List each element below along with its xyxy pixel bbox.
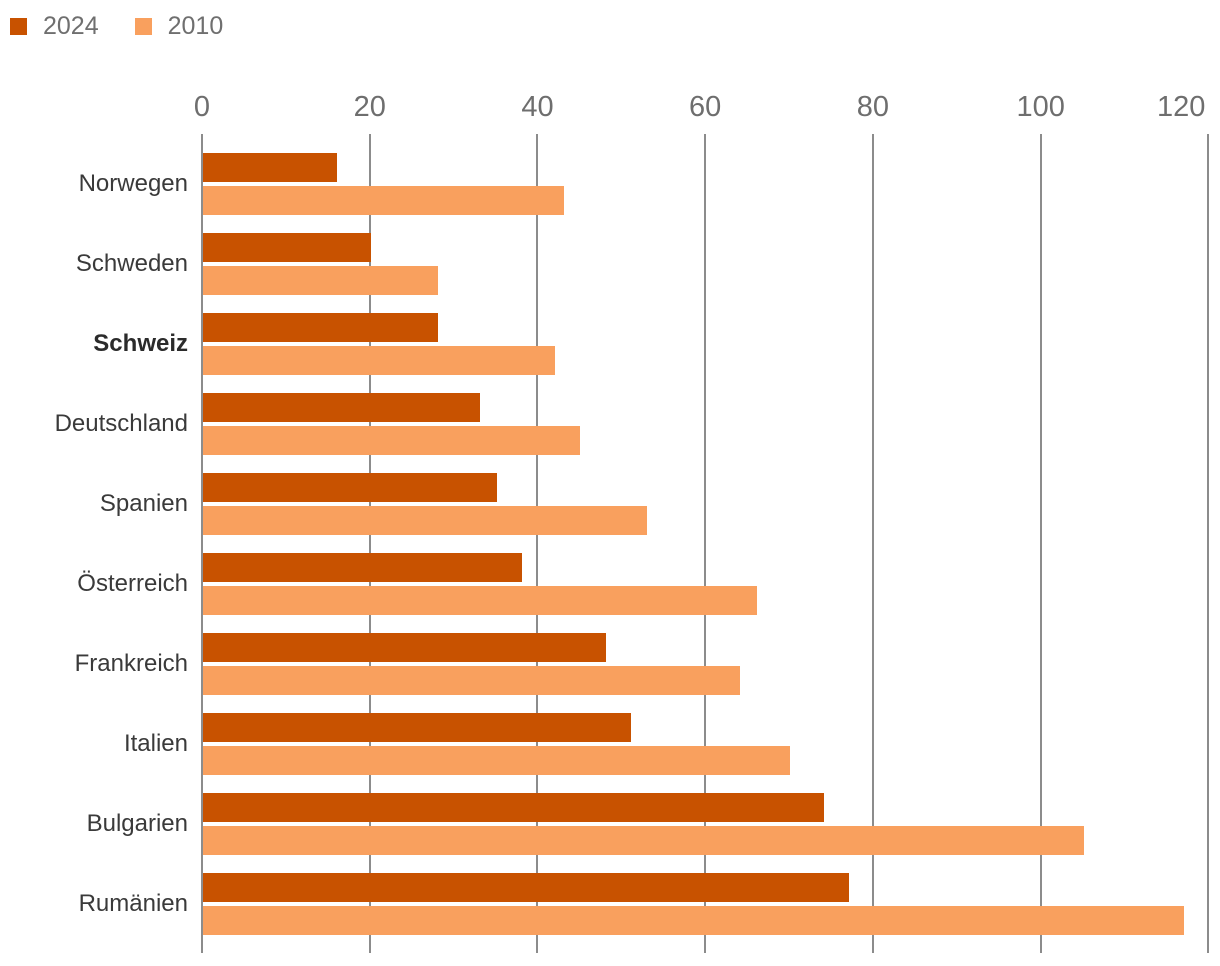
category-label-1: Norwegen [78,170,188,197]
category-label-4: Deutschland [54,410,188,437]
x-axis-tick-label-100: 100 [1016,91,1065,123]
bar-2010-Norwegen [203,186,564,215]
x-axis-tick-label-40: 40 [521,91,554,123]
legend-label-2024: 2024 [43,12,99,40]
legend-item-2010: 2010 [134,11,224,41]
gridline-80 [871,134,874,953]
category-label-9: Bulgarien [86,810,188,837]
gridline-0 [201,134,203,953]
x-axis-tick-label-80: 80 [856,91,890,123]
bar-2010-Schweiz [203,346,555,375]
bar-2010-Rumänien [203,906,1184,935]
bar-2010-Italien [203,746,790,775]
legend-swatch-2024-icon [10,17,27,35]
gridline-40 [536,134,539,953]
gridline-100 [1039,134,1042,953]
legend: 2024 2010 [10,11,223,41]
category-label-5: Spanien [99,490,188,517]
x-axis-tick-label-60: 60 [689,91,722,123]
category-label-10: Rumänien [78,890,188,917]
bar-2024-Bulgarien [203,793,824,822]
x-axis-tick-label-120: 120 [1157,91,1206,123]
x-axis-tick-label-0: 0 [193,91,211,123]
bar-2010-Deutschland [203,426,580,455]
bar-2024-Rumänien [203,873,849,902]
bar-2024-Österreich [203,553,522,582]
legend-item-2024: 2024 [10,11,99,41]
bar-2024-Schweiz [203,313,438,342]
bar-2024-Norwegen [203,153,337,182]
category-label-2: Schweden [75,250,188,277]
bar-2010-Spanien [203,506,647,535]
gridline-20 [368,134,371,953]
bar-2010-Österreich [203,586,757,615]
gridline-120 [1207,134,1210,953]
bar-2024-Deutschland [203,393,480,422]
bar-2010-Frankreich [203,666,740,695]
category-label-8: Italien [123,730,188,757]
category-label-7: Frankreich [74,650,188,677]
gridline-60 [704,134,707,953]
legend-label-2010: 2010 [167,12,224,40]
bar-2024-Schweden [203,233,371,262]
bar-2024-Italien [203,713,631,742]
legend-swatch-2010-icon [134,17,152,35]
category-label-3: Schweiz [93,330,188,357]
bar-2010-Schweden [203,266,438,295]
bar-2024-Spanien [203,473,497,502]
x-axis-tick-label-20: 20 [353,91,386,123]
bar-2024-Frankreich [203,633,606,662]
bar-2010-Bulgarien [203,826,1084,855]
category-label-6: Österreich [77,570,188,597]
